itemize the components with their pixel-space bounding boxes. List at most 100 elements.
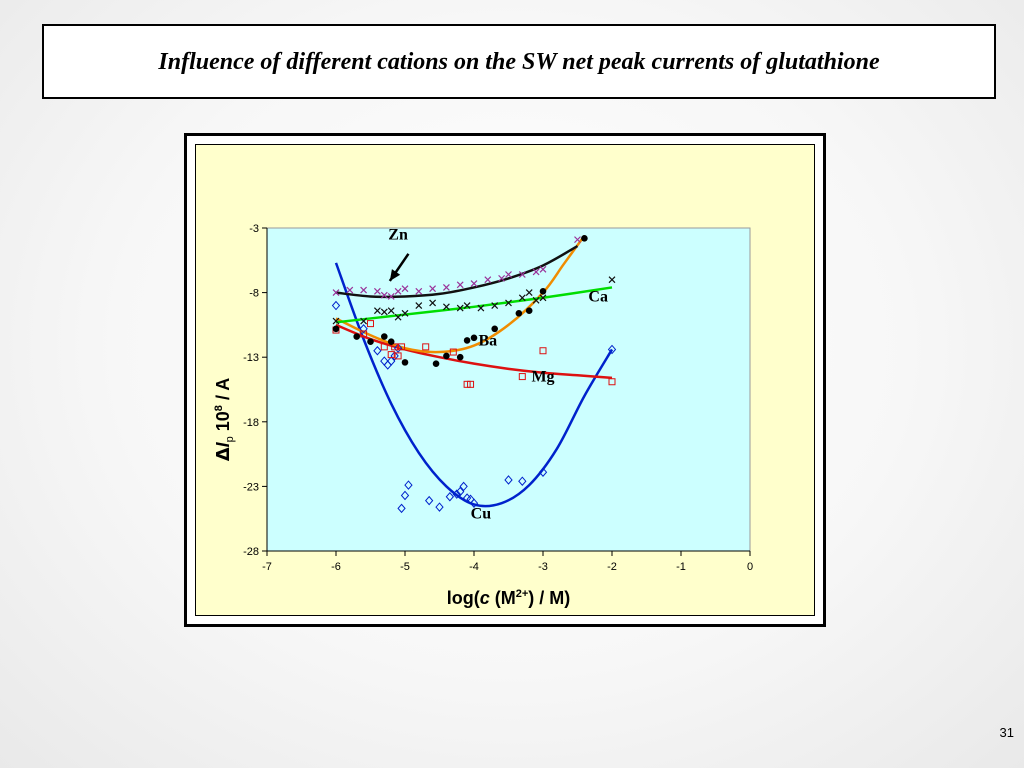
x-title-m: (M — [490, 588, 516, 608]
y-tick-label: -23 — [243, 481, 259, 493]
x-tick-label: -7 — [262, 561, 272, 573]
x-axis-title: log(c (M2+) / M) — [447, 588, 571, 608]
point-ba — [525, 307, 533, 314]
x-tick-label: -2 — [607, 561, 617, 573]
point-cu — [445, 491, 455, 502]
point-ca — [456, 304, 464, 312]
point-cu — [404, 480, 413, 490]
point-cu — [400, 490, 410, 501]
point-zn — [574, 236, 581, 244]
point-zn — [470, 280, 478, 287]
point-ca — [415, 302, 423, 309]
point-zn — [401, 285, 409, 293]
point-ca — [401, 309, 409, 317]
x-title-post: ) / M) — [528, 588, 570, 608]
y-title-exp: 8 — [213, 405, 225, 411]
point-cu — [469, 498, 479, 508]
point-ba — [456, 353, 464, 361]
zn-arrow — [388, 253, 410, 282]
point-ca — [505, 299, 512, 307]
point-ba — [367, 338, 374, 345]
point-zn — [380, 291, 388, 299]
point-cu — [456, 486, 465, 497]
x-tick-label: -1 — [676, 561, 686, 573]
fit-curve-cu — [334, 262, 614, 508]
point-ba — [401, 359, 409, 366]
point-mg — [398, 343, 406, 351]
point-ba — [470, 334, 478, 342]
point-zn — [346, 286, 354, 294]
point-ca — [525, 289, 533, 297]
x-tick-label: -6 — [331, 561, 341, 573]
point-cu — [387, 356, 396, 366]
point-zn — [332, 289, 340, 297]
point-cu — [331, 300, 341, 311]
point-ca — [373, 307, 381, 315]
point-ca — [539, 294, 547, 302]
point-ba — [515, 309, 523, 317]
plot-area — [266, 227, 751, 552]
point-cu — [452, 489, 461, 499]
data-points — [331, 235, 617, 514]
series-label-ca: Ca — [588, 289, 608, 306]
point-ca — [429, 299, 437, 307]
slide-title: Influence of different cations on the SW… — [158, 48, 880, 75]
point-zn — [498, 274, 506, 282]
x-tick-label: 0 — [747, 561, 753, 573]
point-ba — [432, 360, 440, 367]
point-mg — [422, 343, 430, 351]
point-cu — [607, 344, 617, 355]
x-tick-label: -5 — [400, 561, 410, 573]
point-ba — [463, 337, 471, 344]
point-ca — [463, 302, 471, 309]
point-ba — [491, 325, 499, 333]
y-title-sub: p — [224, 436, 236, 442]
point-ba — [353, 333, 360, 340]
point-ca — [387, 307, 395, 315]
point-ba — [332, 325, 340, 333]
point-mg — [467, 380, 475, 388]
point-mg — [380, 343, 388, 351]
page-number: 31 — [999, 725, 1014, 740]
point-zn — [360, 286, 368, 294]
point-cu — [538, 467, 548, 477]
arrow-head — [389, 269, 401, 281]
chart-svg: -7 -6 -5 -4 -3 -2 -1 0 -28 -23 -18 -13 -8 -3 Cu Mg Ba Ca… — [213, 223, 753, 608]
point-ca — [532, 296, 540, 304]
y-tick-label: -3 — [249, 223, 259, 235]
series-label-mg: Mg — [531, 369, 554, 386]
x-title-c: c — [480, 588, 490, 608]
point-zn — [518, 271, 526, 278]
y-title-unit: / A — [213, 378, 233, 405]
point-mg — [518, 373, 526, 381]
series-label-ba: Ba — [478, 333, 497, 350]
point-zn — [484, 276, 492, 284]
point-ca — [608, 276, 616, 284]
y-axis-title: ΔIp 108 / A — [213, 378, 236, 462]
point-ba — [387, 338, 395, 345]
point-ca — [442, 303, 450, 311]
point-zn — [415, 287, 423, 295]
point-ca — [477, 304, 485, 312]
point-ca — [491, 302, 499, 309]
point-mg — [367, 320, 374, 328]
point-mg — [360, 330, 368, 338]
point-ba — [443, 352, 450, 360]
x-tick-label: -3 — [538, 561, 548, 573]
point-zn — [539, 265, 547, 273]
point-cu — [504, 475, 513, 485]
x-title-pre: log( — [447, 588, 480, 608]
y-title-delta: Δ — [213, 447, 234, 461]
point-mg — [539, 347, 547, 355]
point-ca — [518, 294, 526, 302]
point-ca — [380, 308, 388, 316]
fit-curve-mg — [335, 323, 613, 380]
point-zn — [387, 293, 395, 300]
y-tick-label: -18 — [243, 417, 259, 429]
point-zn — [532, 268, 540, 276]
point-ba — [581, 235, 588, 242]
point-zn — [373, 287, 381, 295]
y-title-i: I — [213, 441, 233, 447]
point-cu — [393, 343, 403, 353]
point-ca — [394, 313, 402, 321]
